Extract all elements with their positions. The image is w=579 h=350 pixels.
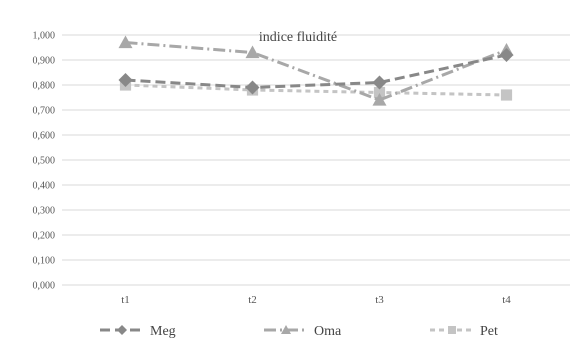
- legend-label: Meg: [150, 324, 176, 339]
- y-axis: 0,000 0,100 0,200 0,300 0,400 0,500 0,600 0,700…: [33, 31, 56, 292]
- y-tick-label: 0,300: [33, 206, 56, 217]
- data-point-meg: [372, 75, 387, 90]
- data-point-meg: [118, 73, 133, 87]
- y-tick-label: 0,600: [33, 131, 56, 142]
- y-tick-label: 0,800: [33, 81, 56, 92]
- x-tick-label: t2: [248, 294, 257, 306]
- data-point-oma: [245, 45, 260, 59]
- gridlines: [62, 34, 570, 286]
- series-line: [125, 41, 508, 102]
- legend: Meg Oma Pet: [100, 324, 498, 339]
- x-tick-label: t1: [121, 294, 130, 306]
- y-tick-label: 0,700: [33, 106, 56, 117]
- series: [118, 35, 514, 106]
- legend-marker: [117, 325, 127, 335]
- legend-label: Pet: [480, 324, 498, 339]
- chart-title: indice fluidité: [259, 30, 337, 45]
- data-point-pet: [373, 86, 386, 99]
- legend-marker: [281, 325, 291, 334]
- data-point-oma: [372, 93, 387, 106]
- legend-item-meg: Meg: [100, 324, 176, 339]
- legend-item-pet: Pet: [430, 324, 498, 339]
- data-point-pet: [500, 89, 513, 101]
- x-axis: t1 t2 t3 t4: [121, 294, 511, 306]
- y-tick-label: 1,000: [33, 31, 56, 42]
- y-tick-label: 0,400: [33, 181, 56, 192]
- legend-label: Oma: [314, 324, 342, 339]
- x-tick-label: t3: [375, 294, 384, 306]
- series-line: [125, 83, 507, 97]
- series-line: [125, 53, 507, 89]
- data-point-meg: [499, 48, 514, 62]
- data-point-oma: [118, 35, 133, 49]
- y-tick-label: 0,000: [33, 281, 56, 292]
- legend-marker: [448, 326, 456, 334]
- y-tick-label: 0,100: [33, 256, 56, 267]
- x-tick-label: t4: [502, 294, 511, 306]
- y-tick-label: 0,900: [33, 56, 56, 67]
- series-meg: [118, 48, 514, 95]
- data-point-meg: [245, 80, 260, 95]
- y-tick-label: 0,500: [33, 156, 56, 167]
- legend-item-oma: Oma: [264, 324, 342, 339]
- y-tick-label: 0,200: [33, 231, 56, 242]
